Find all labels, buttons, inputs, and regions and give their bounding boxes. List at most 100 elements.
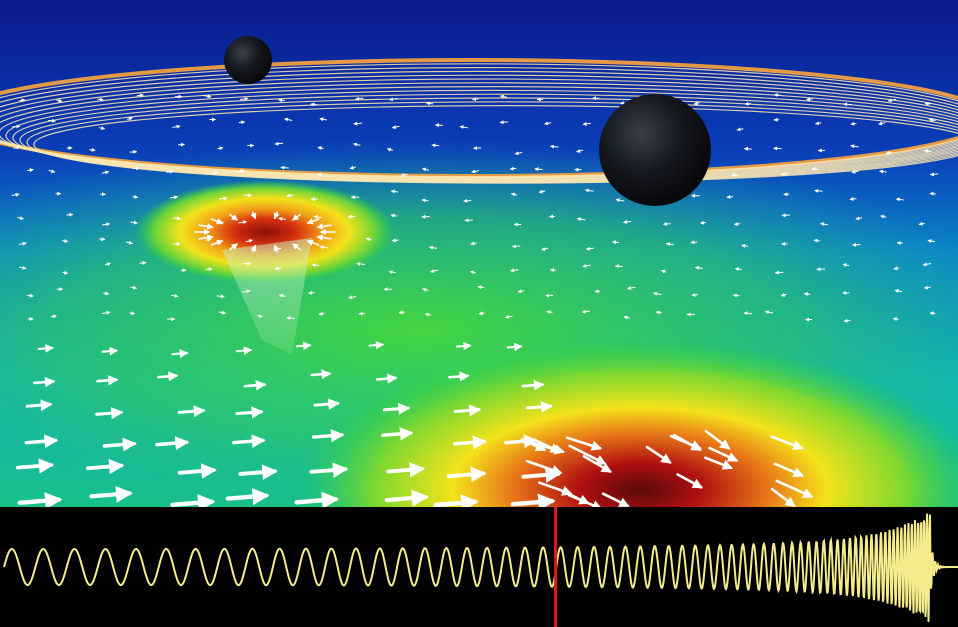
field-arrow — [284, 117, 293, 122]
field-arrow — [216, 294, 225, 299]
field-arrow — [421, 198, 429, 203]
field-arrow — [477, 285, 485, 290]
field-arrow — [743, 311, 752, 316]
field-arrow — [878, 121, 886, 126]
field-arrow — [291, 213, 301, 221]
field-arrow — [736, 127, 744, 132]
field-arrow — [422, 287, 429, 292]
funnel-glyph — [222, 238, 312, 355]
field-arrow — [225, 488, 270, 506]
field-arrow — [852, 242, 861, 247]
field-arrow — [691, 292, 698, 297]
field-arrow — [238, 464, 278, 481]
field-arrow — [24, 434, 59, 449]
field-arrow — [448, 371, 470, 382]
field-arrow — [318, 311, 325, 316]
field-arrow — [232, 434, 266, 449]
field-arrow — [708, 446, 739, 462]
field-arrow — [521, 379, 545, 391]
field-arrow — [511, 244, 521, 249]
field-arrow — [582, 263, 591, 268]
field-arrow — [880, 214, 887, 219]
field-arrow — [242, 289, 251, 294]
field-arrow — [887, 98, 897, 103]
field-arrow — [690, 240, 698, 245]
field-arrow — [243, 379, 267, 391]
field-arrow — [95, 407, 124, 420]
strain-waveform — [3, 513, 958, 622]
field-arrow — [424, 312, 432, 317]
field-arrow — [652, 291, 662, 296]
field-arrow — [459, 125, 469, 130]
field-arrow — [390, 189, 399, 194]
field-arrow — [660, 269, 667, 274]
field-arrow — [211, 171, 219, 175]
field-arrow — [278, 98, 285, 103]
field-arrow — [218, 310, 226, 315]
field-arrow — [576, 217, 586, 222]
field-arrow — [166, 169, 174, 174]
field-arrow — [319, 245, 328, 250]
field-arrow — [32, 376, 56, 388]
field-arrow — [102, 222, 111, 227]
field-arrow — [584, 188, 594, 193]
field-arrow — [815, 121, 822, 126]
field-arrow — [814, 188, 823, 193]
field-arrow — [56, 98, 63, 103]
field-arrow — [50, 314, 57, 319]
field-arrow — [19, 98, 26, 103]
field-arrow — [12, 124, 21, 129]
black-hole-large — [599, 94, 711, 206]
field-arrow — [170, 195, 179, 200]
field-arrow — [218, 196, 228, 201]
field-arrow — [229, 243, 239, 251]
field-arrow — [924, 149, 932, 153]
field-arrow — [850, 144, 859, 149]
field-arrow — [238, 220, 248, 225]
field-arrow — [510, 192, 518, 197]
field-arrow — [97, 97, 104, 102]
field-arrow — [139, 260, 147, 265]
field-arrow — [257, 314, 263, 318]
field-arrow — [384, 489, 429, 507]
field-arrow — [390, 213, 398, 218]
field-arrow — [319, 117, 327, 122]
field-arrow — [66, 212, 74, 217]
field-arrow — [239, 96, 249, 101]
field-arrow — [699, 220, 707, 225]
orbit-trail — [33, 105, 958, 184]
field-arrow — [928, 118, 936, 123]
field-arrow — [741, 243, 748, 248]
field-arrow — [453, 435, 487, 450]
field-arrow — [773, 462, 804, 478]
field-arrow — [203, 94, 212, 99]
field-arrow — [129, 311, 136, 316]
field-arrow — [89, 147, 96, 152]
field-arrow — [894, 289, 903, 293]
field-arrow — [734, 267, 743, 272]
field-arrow — [455, 341, 472, 351]
field-arrow — [388, 97, 398, 102]
field-arrow — [101, 310, 111, 315]
field-arrow — [534, 167, 543, 172]
field-arrow — [98, 126, 106, 131]
field-arrow — [879, 169, 887, 174]
field-arrow — [306, 239, 320, 246]
field-arrow — [48, 169, 56, 174]
field-arrow — [525, 459, 563, 475]
field-lobe-small — [135, 180, 395, 284]
field-arrow — [294, 491, 340, 507]
field-arrow — [478, 311, 485, 316]
field-arrow — [506, 342, 523, 352]
field-arrow — [278, 216, 286, 221]
field-arrow — [400, 173, 408, 178]
field-arrow — [499, 94, 508, 99]
orbit-trails — [0, 58, 958, 184]
field-arrow — [86, 458, 125, 475]
field-arrow — [538, 481, 573, 496]
field-arrow — [25, 399, 53, 412]
field-arrow — [11, 192, 20, 197]
field-arrow — [544, 121, 552, 126]
field-arrow — [446, 466, 487, 483]
field-arrow — [316, 223, 332, 230]
